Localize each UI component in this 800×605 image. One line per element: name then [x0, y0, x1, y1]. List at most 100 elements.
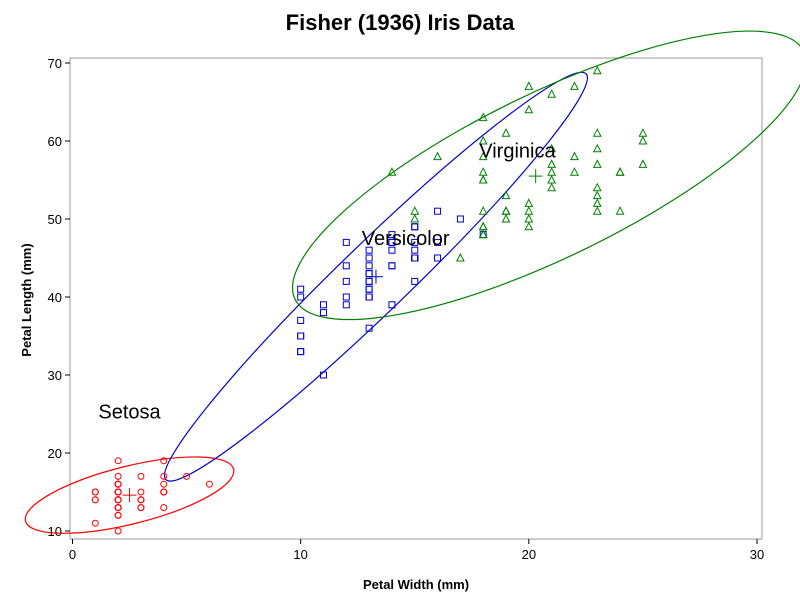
versicolor-point [342, 301, 350, 309]
versicolor-point [411, 277, 419, 285]
virginica-point [547, 174, 557, 184]
versicolor-point [365, 277, 373, 285]
y-tick-label: 10 [48, 524, 62, 539]
versicolor-point [456, 215, 464, 223]
setosa-point [137, 488, 145, 496]
versicolor-point [297, 293, 305, 301]
virginica-point [592, 159, 602, 168]
setosa-point [137, 496, 145, 504]
setosa-point [91, 519, 99, 527]
versicolor-point [365, 324, 373, 332]
virginica-point [455, 252, 465, 262]
versicolor-mean-marker [368, 269, 383, 284]
setosa-point [114, 527, 122, 535]
y-tick-label: 60 [48, 134, 62, 149]
virginica-point [478, 221, 488, 231]
virginica-point [478, 112, 488, 122]
chart-title: Fisher (1936) Iris Data [286, 10, 515, 35]
y-tick-label: 20 [48, 446, 62, 461]
virginica-point [547, 143, 557, 153]
virginica-point [501, 128, 511, 137]
virginica-point [501, 190, 511, 200]
virginica-point [478, 174, 488, 184]
plot-area-frame [69, 57, 763, 540]
versicolor-point [388, 238, 396, 246]
versicolor-point [365, 293, 373, 301]
x-tick-label: 30 [750, 547, 764, 562]
virginica-point [410, 213, 420, 223]
virginica-point [592, 143, 602, 153]
setosa-point [160, 488, 168, 496]
virginica-point [592, 206, 602, 215]
virginica-point [478, 135, 488, 145]
versicolor-point [365, 285, 373, 293]
virginica-point [524, 213, 534, 223]
setosa-point [91, 488, 99, 496]
virginica-mean-marker [528, 169, 543, 184]
virginica-point [570, 151, 579, 161]
y-tick-label: 40 [48, 290, 62, 305]
versicolor-point [365, 293, 373, 301]
setosa-ellipse [24, 456, 235, 534]
versicolor-point [411, 254, 419, 262]
setosa-point [205, 480, 213, 488]
axes: 0 10 20 30 10 20 30 40 50 60 70 [48, 56, 765, 562]
versicolor-point [365, 270, 373, 278]
setosa-group-label: Setosa [98, 402, 161, 424]
setosa-point [183, 472, 191, 480]
setosa-point [160, 480, 168, 488]
x-tick-label: 10 [293, 547, 307, 562]
virginica-point [638, 159, 648, 168]
virginica-point [410, 206, 420, 215]
virginica-point [592, 128, 602, 137]
setosa-point [160, 472, 168, 480]
setosa-point [114, 496, 122, 504]
virginica-point [478, 229, 488, 239]
setosa-point [137, 504, 145, 512]
virginica-point [524, 81, 534, 90]
versicolor-point [365, 246, 373, 254]
setosa-mean-marker [122, 488, 137, 503]
virginica-point [547, 89, 557, 98]
setosa-point [114, 480, 122, 488]
virginica-point [524, 198, 534, 207]
versicolor-point [388, 231, 396, 239]
virginica-point [478, 167, 488, 176]
versicolor-point [297, 332, 305, 340]
versicolor-point [365, 254, 373, 262]
versicolor-point [365, 262, 373, 270]
setosa-point [114, 472, 122, 480]
virginica-point [524, 206, 534, 215]
virginica-point [615, 167, 625, 176]
versicolor-point [388, 262, 396, 270]
mean-markers [122, 169, 543, 503]
versicolor-point [297, 285, 305, 293]
x-tick-label: 0 [69, 547, 76, 562]
versicolor-point [388, 262, 396, 270]
versicolor-point [342, 262, 350, 270]
versicolor-point [297, 348, 305, 356]
versicolor-point [297, 348, 305, 356]
versicolor-point [342, 293, 350, 301]
versicolor-point [388, 301, 396, 309]
setosa-point [114, 488, 122, 496]
versicolor-point [365, 277, 373, 285]
virginica-point [387, 167, 397, 176]
versicolor-point [411, 254, 419, 262]
versicolor-point [411, 254, 419, 262]
virginica-point [570, 167, 579, 176]
x-tick-label: 20 [522, 547, 536, 562]
setosa-point [91, 496, 99, 504]
versicolor-point [365, 270, 373, 278]
versicolor-point [388, 246, 396, 254]
versicolor-point [319, 371, 327, 379]
virginica-point [570, 81, 579, 90]
versicolor-group-label: Versicolor [362, 228, 450, 250]
versicolor-point [411, 223, 419, 231]
group-labels: Setosa Versicolor Virginica [98, 140, 556, 423]
virginica-point [501, 213, 511, 223]
y-tick-label: 30 [48, 368, 62, 383]
y-axis-label: Petal Length (mm) [19, 243, 34, 356]
versicolor-point [411, 238, 419, 246]
